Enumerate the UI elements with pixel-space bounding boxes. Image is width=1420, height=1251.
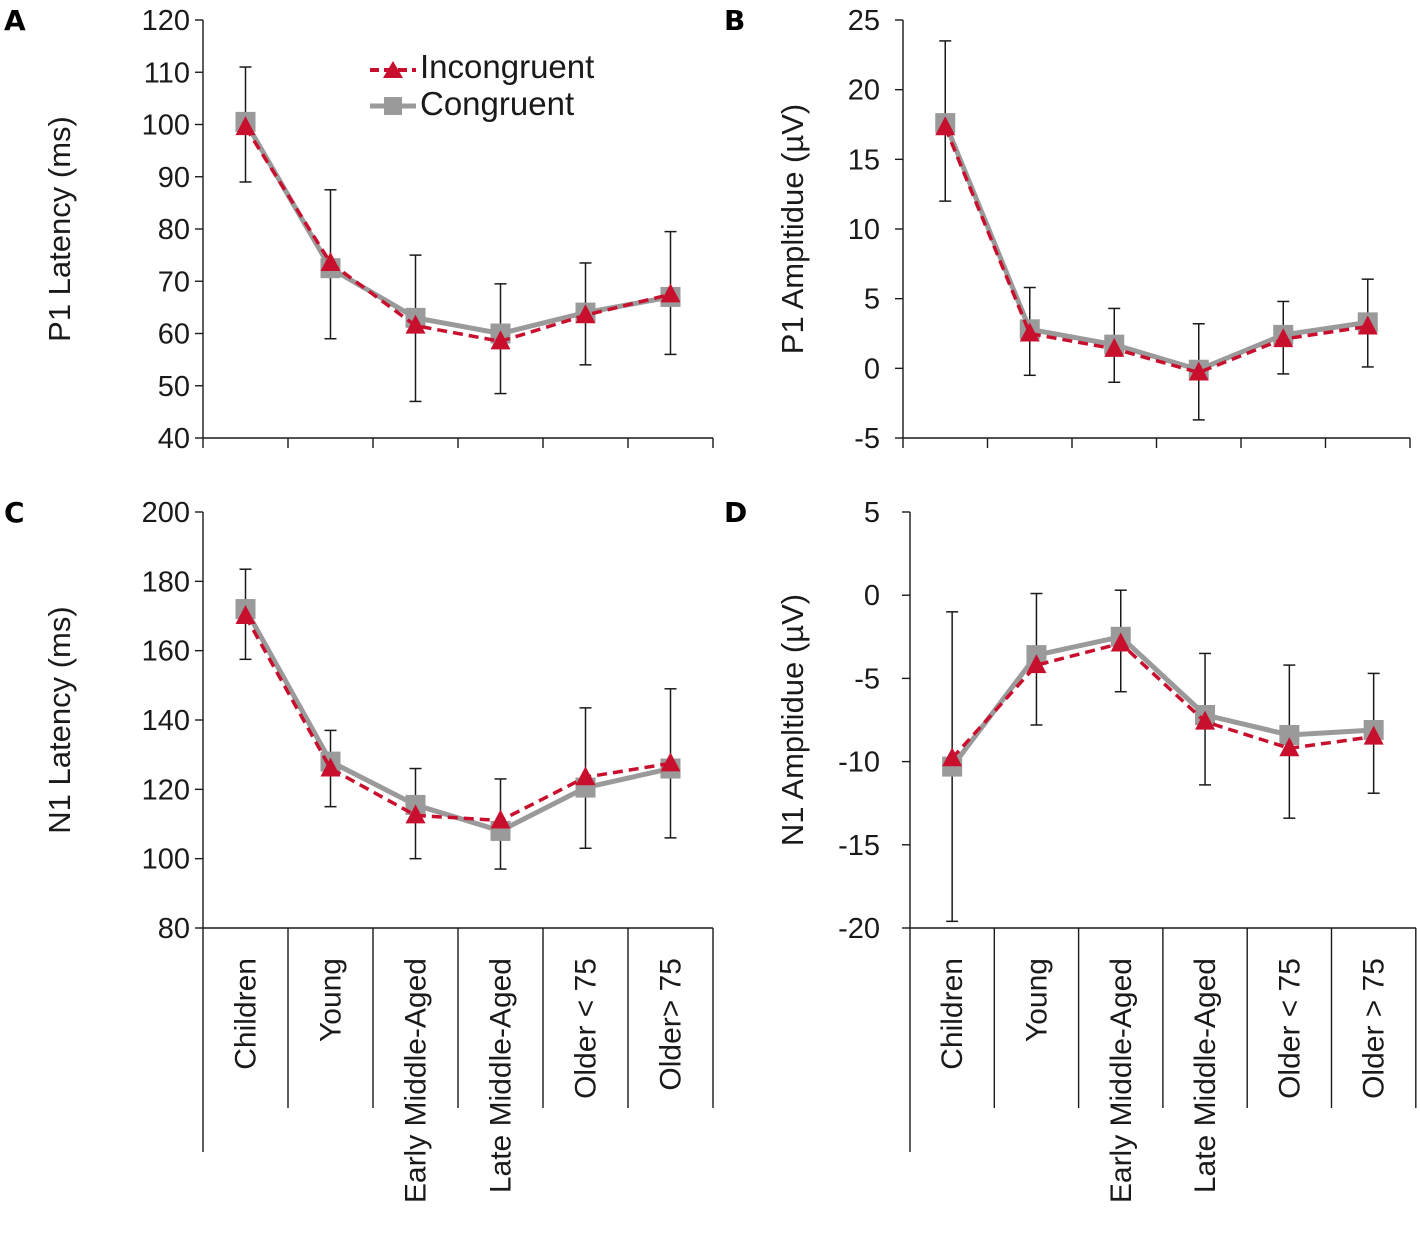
y-tick-label: 80 <box>158 913 190 945</box>
panel-c: C 80 100 120 140 160 180 200 N1 Latency (ms) Chil… <box>4 496 714 1203</box>
legend-incongruent-label: Incongruent <box>420 48 594 85</box>
incongruent-point <box>235 116 256 136</box>
x-category-label: Early Middle-Aged <box>1105 958 1138 1203</box>
x-category-label: Children <box>936 958 969 1070</box>
panel-letter: B <box>724 4 745 37</box>
incongruent-point <box>490 809 511 829</box>
x-category-label: Young <box>1020 958 1053 1042</box>
incongruent-point <box>490 330 511 350</box>
incongruent-point <box>320 251 341 271</box>
x-category-label: Older > 75 <box>1358 958 1391 1099</box>
incongruent-point <box>575 304 596 324</box>
y-axis-label: P1 Latency (ms) <box>42 116 77 342</box>
y-tick-label: 100 <box>142 844 190 876</box>
incongruent-point <box>1026 654 1047 674</box>
y-tick-label: 10 <box>848 214 880 246</box>
y-tick-label: -10 <box>838 747 880 779</box>
incongruent-point <box>1188 361 1209 381</box>
legend: Incongruent Congruent <box>370 48 594 122</box>
incongruent-line <box>244 126 671 344</box>
y-axis-label: P1 Ampltidue (µV) <box>775 104 810 354</box>
congruent-line <box>942 122 1369 373</box>
incongruent-point <box>942 747 963 767</box>
panel-a: A 40 50 60 70 80 90 100 110 120 P1 Latency (ms) <box>4 4 714 455</box>
incongruent-point <box>235 605 256 624</box>
incongruent-point <box>1363 725 1384 745</box>
incongruent-point <box>320 757 341 777</box>
incongruent-point <box>1104 337 1125 357</box>
y-tick-label: 5 <box>864 284 880 316</box>
y-tick-label: 140 <box>142 705 190 737</box>
y-tick-label: 200 <box>142 497 190 529</box>
y-tick-label: 0 <box>864 580 880 612</box>
x-category-label: Late Middle-Aged <box>485 958 518 1193</box>
y-tick-label: 70 <box>158 266 190 298</box>
y-tick-label: 5 <box>864 497 880 529</box>
y-tick-label: 80 <box>158 214 190 246</box>
incongruent-line <box>243 615 671 823</box>
y-tick-label: 120 <box>142 5 190 37</box>
incongruent-line <box>943 126 1369 375</box>
congruent-line <box>243 607 672 834</box>
y-tick-label: 180 <box>142 566 190 598</box>
y-tick-label: 60 <box>158 319 190 351</box>
x-category-label: Early Middle-Aged <box>400 958 433 1203</box>
y-axis-label: N1 Ampltidue (µV) <box>775 594 810 846</box>
incongruent-point <box>660 283 681 303</box>
congruent-line <box>950 634 1374 769</box>
y-tick-label: 50 <box>158 371 190 403</box>
panel-letter: D <box>724 496 747 529</box>
congruent-point <box>1279 724 1300 745</box>
panel-b: B -5 0 5 10 15 20 25 P1 Ampltidue (µV) <box>724 4 1411 455</box>
y-tick-label: -20 <box>838 913 880 945</box>
incongruent-point <box>1195 710 1216 730</box>
x-category-label: Older < 75 <box>1273 958 1306 1099</box>
incongruent-point <box>1110 632 1131 652</box>
y-tick-label: 160 <box>142 636 190 668</box>
y-axis-label: N1 Latency (ms) <box>42 606 77 833</box>
incongruent-point <box>1279 737 1300 757</box>
x-category-label: Children <box>230 958 263 1070</box>
incongruent-line <box>950 641 1374 760</box>
incongruent-point <box>405 804 426 824</box>
panel-d: D -20 -15 -10 -5 0 5 N1 Ampltidue (µV) Children Y… <box>724 496 1417 1203</box>
incongruent-point <box>1273 328 1294 348</box>
y-tick-label: 15 <box>848 144 880 176</box>
legend-congruent-label: Congruent <box>420 85 574 122</box>
incongruent-point <box>575 766 596 786</box>
y-tick-label: 0 <box>864 353 880 385</box>
legend-incongruent-marker <box>383 61 403 78</box>
y-tick-label: 20 <box>848 75 880 107</box>
incongruent-point <box>1019 322 1040 342</box>
y-tick-label: 110 <box>144 57 190 89</box>
incongruent-point <box>405 314 426 334</box>
incongruent-point <box>935 116 956 136</box>
y-tick-label: -15 <box>838 830 880 862</box>
panel-letter: A <box>4 4 26 37</box>
y-tick-label: -5 <box>854 663 880 695</box>
x-category-label: Older < 75 <box>570 958 603 1099</box>
y-tick-label: 90 <box>158 162 190 194</box>
legend-congruent-marker <box>384 97 402 115</box>
y-tick-label: 100 <box>142 110 190 142</box>
x-category-label: Late Middle-Aged <box>1189 958 1222 1193</box>
x-category-label: Young <box>315 958 348 1042</box>
y-tick-label: 40 <box>158 423 190 455</box>
incongruent-point <box>1357 315 1378 335</box>
x-category-label: Older> 75 <box>655 958 688 1091</box>
incongruent-point <box>660 752 681 772</box>
panel-letter: C <box>4 496 25 529</box>
y-tick-label: 25 <box>848 5 880 37</box>
y-tick-label: -5 <box>854 423 880 455</box>
y-tick-label: 120 <box>142 774 190 806</box>
